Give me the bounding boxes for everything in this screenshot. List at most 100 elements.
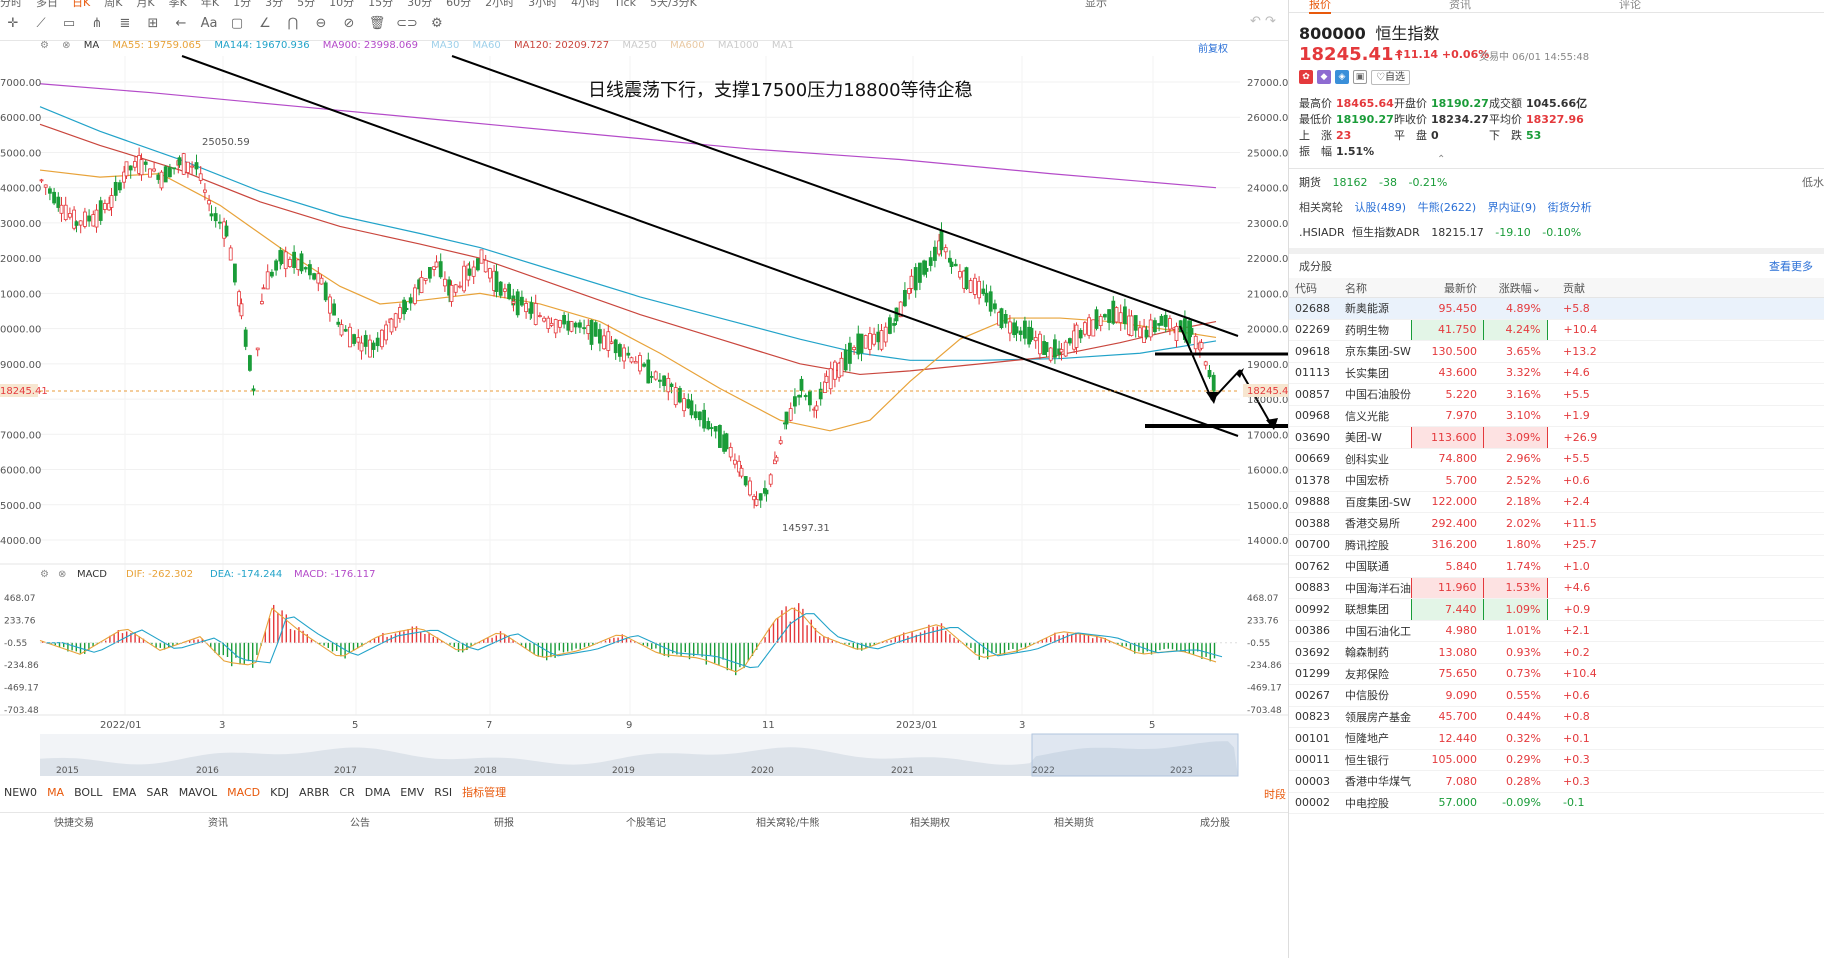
bottom-nav-item[interactable]: 资讯: [208, 818, 228, 829]
table-row[interactable]: 01113 长实集团 43.600 3.32% +4.6: [1289, 362, 1824, 384]
period-tab[interactable]: 周K: [104, 0, 123, 9]
measure-icon[interactable]: ⊞: [147, 15, 159, 31]
trend-line[interactable]: [181, 55, 1239, 437]
sort-icon[interactable]: ⌄: [1531, 281, 1541, 295]
col-code[interactable]: 代码: [1289, 278, 1339, 298]
indicator-tab[interactable]: ARBR: [299, 786, 330, 799]
table-row[interactable]: 00002 中电控股 57.000 -0.09% -0.1: [1289, 792, 1824, 814]
indicator-tab[interactable]: CR: [339, 786, 355, 799]
collapse-icon[interactable]: ⌃: [1437, 154, 1446, 165]
ruler-icon[interactable]: ∠: [259, 15, 271, 31]
indicator-tab[interactable]: EMV: [400, 786, 425, 799]
arrow-line[interactable]: [1179, 325, 1213, 401]
close-icon[interactable]: ⊗: [62, 40, 71, 51]
close-icon[interactable]: ⊗: [58, 569, 66, 580]
plugin-icon[interactable]: ◆: [1317, 70, 1331, 84]
undo-redo-icons[interactable]: ↶ ↷: [1250, 14, 1276, 29]
period-tab[interactable]: 分时: [0, 0, 22, 9]
table-row[interactable]: 02269 药明生物 41.750 4.24% +10.4: [1289, 318, 1824, 341]
arrow-line[interactable]: [1239, 369, 1273, 427]
tag-icon[interactable]: ◈: [1335, 70, 1349, 84]
arrow-icon[interactable]: ←: [175, 15, 187, 31]
trend-line[interactable]: [451, 55, 1239, 337]
bottom-nav-item[interactable]: 相关期货: [1054, 818, 1094, 829]
table-row[interactable]: 00101 恒隆地产 12.440 0.32% +0.1: [1289, 727, 1824, 750]
table-row[interactable]: 02688 新奥能源 95.450 4.89% +5.8: [1289, 297, 1824, 320]
settings-icon[interactable]: ⚙: [40, 569, 49, 580]
overview-area[interactable]: [40, 741, 1238, 776]
period-button[interactable]: 时段: [1264, 788, 1286, 801]
indicator-tab[interactable]: EMA: [112, 786, 137, 799]
period-tab[interactable]: 30分: [407, 0, 433, 9]
trash-icon[interactable]: 🗑: [368, 15, 386, 31]
period-tab[interactable]: 15分: [368, 0, 394, 9]
bottom-nav-item[interactable]: 相关窝轮/牛熊: [756, 818, 820, 829]
period-tab[interactable]: 4小时: [571, 0, 601, 9]
period-tab[interactable]: 日K: [72, 0, 91, 9]
indicator-tab[interactable]: MACD: [227, 786, 261, 799]
period-tab[interactable]: Tick: [614, 0, 636, 9]
period-tab[interactable]: 60分: [446, 0, 472, 9]
col-price[interactable]: 最新价: [1411, 278, 1483, 298]
inline-warrants-link[interactable]: 界内证(9): [1487, 201, 1537, 214]
main-chart[interactable]: 27000.00 26000.00 25000.00 24000.00 23000.00…: [0, 0, 1288, 784]
ma-label[interactable]: MA: [83, 40, 100, 51]
hide-icon[interactable]: ⊘: [343, 15, 355, 31]
indicator-tab[interactable]: SAR: [146, 786, 169, 799]
period-tab[interactable]: 5分: [297, 0, 316, 9]
table-row[interactable]: 00386 中国石油化工 4.980 1.01% +2.1: [1289, 620, 1824, 642]
period-tab[interactable]: 年K: [200, 0, 220, 9]
table-row[interactable]: 00762 中国联通 5.840 1.74% +1.0: [1289, 555, 1824, 578]
table-row[interactable]: 00669 创科实业 74.800 2.96% +5.5: [1289, 448, 1824, 470]
settings-icon[interactable]: ⚙: [430, 15, 443, 31]
indicator-tab[interactable]: BOLL: [74, 786, 103, 799]
bottom-nav-item[interactable]: 相关期权: [910, 818, 950, 829]
magnet-icon[interactable]: ⋂: [287, 15, 299, 31]
period-tab[interactable]: 10分: [329, 0, 355, 9]
table-row[interactable]: 00003 香港中华煤气 7.080 0.28% +0.3: [1289, 770, 1824, 793]
tab-quote[interactable]: 报价: [1309, 0, 1331, 14]
period-tab[interactable]: 月K: [136, 0, 155, 9]
table-row[interactable]: 00700 腾讯控股 316.200 1.80% +25.7: [1289, 534, 1824, 556]
table-row[interactable]: 00388 香港交易所 292.400 2.02% +11.5: [1289, 512, 1824, 535]
warrants-link[interactable]: 认股(489): [1354, 201, 1407, 214]
table-row[interactable]: 03690 美团-W 113.600 3.09% +26.9: [1289, 426, 1824, 449]
table-row[interactable]: 01299 友邦保险 75.650 0.73% +10.4: [1289, 663, 1824, 685]
fork-icon[interactable]: ⋔: [91, 15, 103, 31]
crosshair-icon[interactable]: ✛: [7, 15, 19, 31]
overview-window[interactable]: [1031, 733, 1239, 777]
period-tab[interactable]: 1分: [233, 0, 252, 9]
table-row[interactable]: 00011 恒生银行 105.000 0.29% +0.3: [1289, 749, 1824, 771]
bottom-nav-item[interactable]: 公告: [350, 818, 370, 829]
col-name[interactable]: 名称: [1339, 278, 1411, 298]
table-row[interactable]: 00823 领展房产基金 45.700 0.44% +0.8: [1289, 706, 1824, 728]
bottom-nav-item[interactable]: 快捷交易: [54, 818, 94, 829]
settings-icon[interactable]: ⚙: [40, 40, 49, 51]
period-tab[interactable]: 3分: [265, 0, 284, 9]
period-tab[interactable]: 5天/3分K: [649, 0, 697, 9]
indicator-tab[interactable]: RSI: [434, 786, 453, 799]
period-tab[interactable]: 2小时: [485, 0, 515, 9]
table-row[interactable]: 00883 中国海洋石油 11.960 1.53% +4.6: [1289, 576, 1824, 599]
cbbc-link[interactable]: 牛熊(2622): [1417, 201, 1477, 214]
indicator-tab[interactable]: NEW0: [4, 786, 38, 799]
futures-row[interactable]: 期货 18162 -38 -0.21% 低水: [1299, 174, 1824, 190]
book-icon[interactable]: ▣: [1353, 70, 1367, 84]
table-row[interactable]: 00968 信义光能 7.970 3.10% +1.9: [1289, 405, 1824, 427]
table-row[interactable]: 01378 中国宏桥 5.700 2.52% +0.6: [1289, 469, 1824, 492]
indicator-tab[interactable]: MA: [47, 786, 65, 799]
fibonacci-icon[interactable]: ≣: [119, 15, 131, 31]
table-row[interactable]: 00992 联想集团 7.440 1.09% +0.9: [1289, 598, 1824, 621]
period-tab[interactable]: 季K: [168, 0, 187, 9]
indicator-tab[interactable]: MAVOL: [178, 786, 218, 799]
table-row[interactable]: 09618 京东集团-SW 130.500 3.65% +13.2: [1289, 340, 1824, 363]
view-more-link[interactable]: 查看更多: [1769, 260, 1813, 273]
adr-row[interactable]: .HSIADR 恒生指数ADR 18215.17 -19.10 -0.10%: [1299, 224, 1581, 240]
bottom-nav-item[interactable]: 研报: [494, 818, 514, 829]
period-tab[interactable]: 3小时: [528, 0, 558, 9]
trend-line-icon[interactable]: ⟋: [36, 15, 46, 31]
tab-comments[interactable]: 评论: [1619, 0, 1641, 11]
bottom-nav-item[interactable]: 成分股: [1200, 818, 1230, 829]
lock-icon[interactable]: ⊖: [315, 15, 327, 31]
link-icon[interactable]: ⊂⊃: [396, 15, 418, 31]
